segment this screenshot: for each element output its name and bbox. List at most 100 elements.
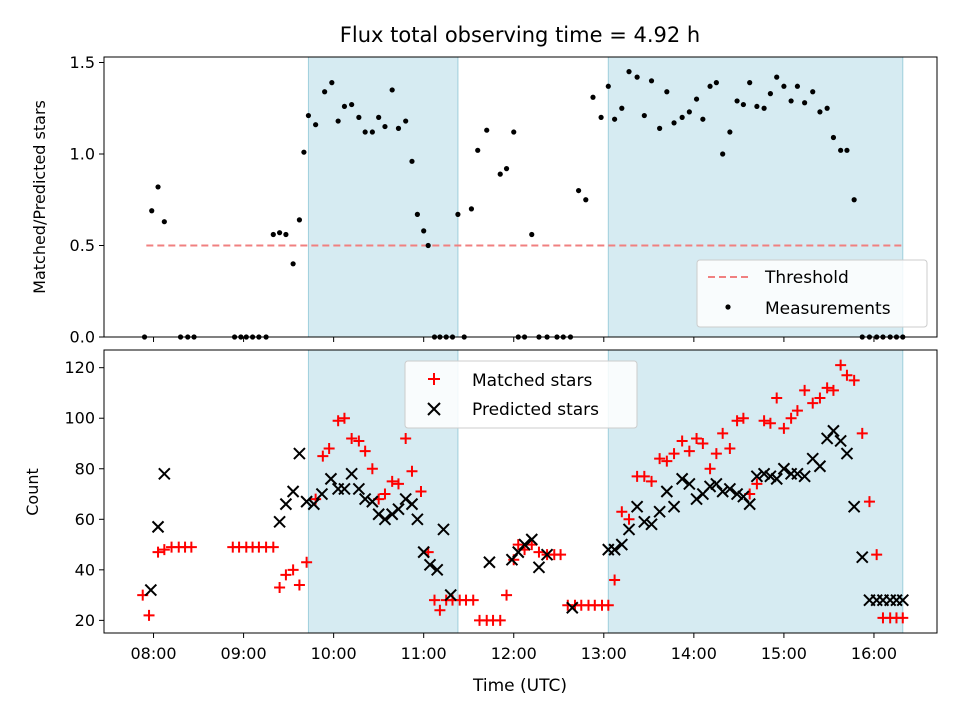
measurement-point xyxy=(409,158,415,164)
predicted-star-point xyxy=(703,480,717,493)
measurement-point xyxy=(634,74,640,80)
predicted-star-point xyxy=(896,593,909,607)
measurement-point xyxy=(376,114,382,120)
matched-star-point xyxy=(332,415,344,427)
matched-star-point xyxy=(379,488,391,500)
predicted-star-point xyxy=(764,470,777,483)
measurement-point xyxy=(414,211,420,217)
x-axis-label: Time (UTC) xyxy=(472,676,567,696)
matched-star-point xyxy=(638,470,650,482)
measurement-point xyxy=(686,109,692,115)
matched-star-point xyxy=(758,415,770,427)
matched-legend-swatch xyxy=(428,373,440,385)
predicted-star-point xyxy=(834,434,847,448)
matched-legend-label: Matched stars xyxy=(472,371,592,391)
ratio-legend-box xyxy=(696,259,928,328)
measurement-point xyxy=(341,103,348,110)
matched-star-point xyxy=(185,541,197,553)
measurement-point xyxy=(693,96,700,102)
matched-star-point xyxy=(821,382,833,394)
matched-star-point xyxy=(301,556,313,568)
matched-star-point xyxy=(280,569,292,581)
matched-star-point xyxy=(661,455,673,467)
matched-star-point xyxy=(293,579,305,591)
x-tick-label: 16:00 xyxy=(851,644,897,663)
predicted-star-point xyxy=(352,482,366,496)
matched-star-point xyxy=(616,506,628,518)
measurement-point xyxy=(590,94,596,100)
predicted-star-point xyxy=(158,467,171,481)
measurement-point xyxy=(619,105,625,111)
measurement-point xyxy=(484,127,490,133)
matched-star-point xyxy=(791,405,803,417)
predicted-star-point xyxy=(300,495,313,508)
matched-star-point xyxy=(274,582,286,594)
matched-star-point xyxy=(827,384,839,396)
matched-star-point xyxy=(835,359,847,371)
predicted-star-point xyxy=(405,497,419,511)
predicted-star-point xyxy=(675,472,689,486)
measurement-point xyxy=(802,100,808,106)
predicted-star-point xyxy=(378,513,392,526)
x-tick-label: 11:00 xyxy=(401,644,447,663)
measurement-point xyxy=(781,83,787,89)
matched-star-point xyxy=(848,374,860,386)
count-y-tick-label: 80 xyxy=(75,459,95,478)
matched-star-point xyxy=(267,541,279,553)
predicted-star-point xyxy=(723,482,737,496)
predicted-star-point xyxy=(483,556,496,569)
measurement-point xyxy=(657,125,663,131)
ratio-plot-frame xyxy=(103,56,938,338)
predicted-star-point xyxy=(315,487,329,501)
measurement-point xyxy=(403,118,409,124)
measurement-point xyxy=(468,206,475,212)
predicted-star-point xyxy=(518,538,531,551)
predicted-star-point xyxy=(770,472,783,486)
matched-star-point xyxy=(366,463,378,475)
predicted-star-point xyxy=(777,462,791,475)
measurement-point xyxy=(720,151,726,157)
predicted-star-point xyxy=(660,485,674,498)
measurement-point xyxy=(155,184,161,190)
measurement-point xyxy=(734,98,740,104)
count-y-tick-label: 40 xyxy=(75,560,95,579)
matched-star-point xyxy=(897,612,909,624)
measurement-point xyxy=(817,109,823,115)
predicted-star-point xyxy=(847,500,861,513)
measurement-point xyxy=(626,69,632,75)
measurement-point xyxy=(679,114,685,120)
matched-star-point xyxy=(533,546,545,558)
predicted-star-point xyxy=(411,513,424,526)
ratio-y-tick-label: 1.0 xyxy=(70,144,95,163)
measurement-point xyxy=(664,89,670,95)
predicted-star-point xyxy=(324,472,338,486)
matched-star-point xyxy=(152,546,164,558)
predicted-star-point xyxy=(750,470,764,483)
ratio-legend: Threshold Measurements xyxy=(696,259,928,328)
matched-star-point xyxy=(691,432,703,444)
measurement-point xyxy=(296,217,303,223)
measurement-point xyxy=(149,208,155,214)
measurement-point xyxy=(395,125,402,131)
matched-star-point xyxy=(841,369,853,381)
count-legend-box xyxy=(404,360,638,429)
matched-star-point xyxy=(710,448,722,460)
measurement-point xyxy=(612,116,618,122)
measurement-point xyxy=(475,147,481,153)
matched-star-point xyxy=(494,614,506,626)
matched-star-point xyxy=(434,604,446,616)
count-y-tick-label: 20 xyxy=(75,611,95,630)
count-shaded-interval xyxy=(607,349,904,634)
ratio-panel: Flux total observing time = 4.92 h Match… xyxy=(30,23,938,347)
predicted-star-point xyxy=(273,515,286,529)
count-y-tick-label: 120 xyxy=(64,358,95,377)
matched-star-point xyxy=(287,564,299,576)
matched-star-point xyxy=(814,392,826,404)
predicted-star-point xyxy=(144,583,158,597)
matched-star-point xyxy=(386,475,398,487)
ratio-y-axis-label: Matched/Predicted stars xyxy=(30,100,49,294)
measurement-point xyxy=(305,112,312,119)
matched-star-point xyxy=(359,445,371,457)
measurement-point xyxy=(335,118,341,124)
measurement-point xyxy=(455,211,461,217)
